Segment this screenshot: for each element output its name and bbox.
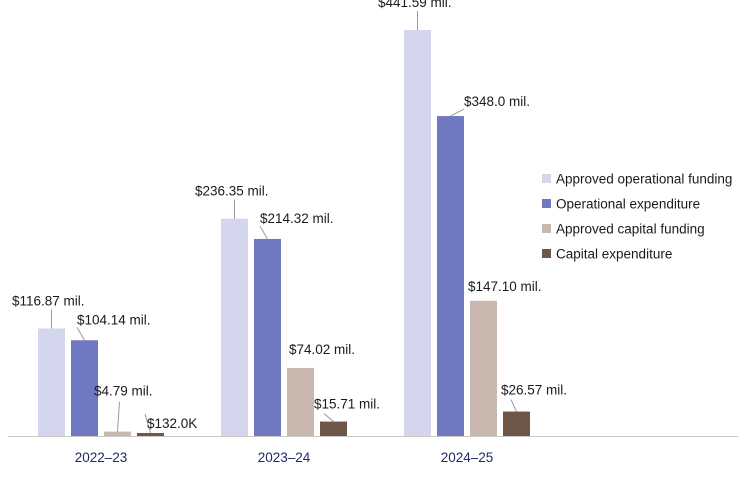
bar-3-1 (104, 431, 131, 436)
leader-line-2-3 (450, 108, 465, 117)
data-label-1-3: $441.59 mil. (378, 0, 452, 10)
bar-3-2 (287, 367, 314, 436)
leader-line-4-1 (144, 413, 151, 434)
data-label-2-3: $348.0 mil. (464, 94, 530, 109)
leader-line-4-3 (510, 399, 517, 412)
category-label-2: 2023–24 (258, 450, 311, 465)
legend: Approved operational funding Operational … (542, 172, 732, 262)
legend-swatch-2 (542, 199, 551, 208)
legend-label-4: Capital expenditure (556, 247, 672, 262)
bar-4-2 (320, 421, 347, 436)
bar-3-3 (470, 300, 497, 436)
data-label-1-2: $236.35 mil. (195, 184, 269, 199)
category-label-1: 2022–23 (75, 450, 128, 465)
data-labels-layer: $116.87 mil. $236.35 mil. $441.59 mil. $104… (12, 0, 567, 431)
leader-lines-layer (51, 11, 517, 434)
data-label-4-3: $26.57 mil. (501, 383, 567, 398)
category-label-3: 2024–25 (441, 450, 494, 465)
bar-1-1 (38, 328, 65, 436)
bar-4-1 (137, 433, 164, 436)
legend-swatch-4 (542, 249, 551, 258)
leader-line-2-2 (259, 225, 268, 240)
legend-swatch-3 (542, 224, 551, 233)
bar-4-3 (503, 411, 530, 436)
bar-2-2 (254, 238, 281, 436)
category-labels-layer: 2022–23 2023–24 2024–25 (75, 450, 494, 465)
data-label-3-3: $147.10 mil. (468, 279, 542, 294)
data-label-1-1: $116.87 mil. (12, 294, 85, 309)
data-label-4-2: $15.71 mil. (314, 397, 380, 412)
bar-1-2 (221, 218, 248, 436)
leader-line-3-1 (117, 401, 120, 432)
legend-label-1: Approved operational funding (556, 172, 732, 187)
legend-swatch-1 (542, 174, 551, 183)
data-label-2-2: $214.32 mil. (260, 211, 334, 226)
bar-2-1 (71, 340, 98, 436)
data-label-2-1: $104.14 mil. (77, 312, 151, 327)
bars-layer (38, 30, 530, 436)
legend-label-2: Operational expenditure (556, 197, 700, 212)
leader-line-4-2 (323, 413, 334, 422)
data-label-3-2: $74.02 mil. (289, 342, 355, 357)
data-label-4-1: $132.0K (147, 416, 197, 431)
leader-line-2-1 (76, 327, 85, 341)
bar-2-3 (437, 116, 464, 436)
legend-label-3: Approved capital funding (556, 222, 705, 237)
data-label-3-1: $4.79 mil. (94, 384, 153, 399)
bar-1-3 (404, 30, 431, 436)
